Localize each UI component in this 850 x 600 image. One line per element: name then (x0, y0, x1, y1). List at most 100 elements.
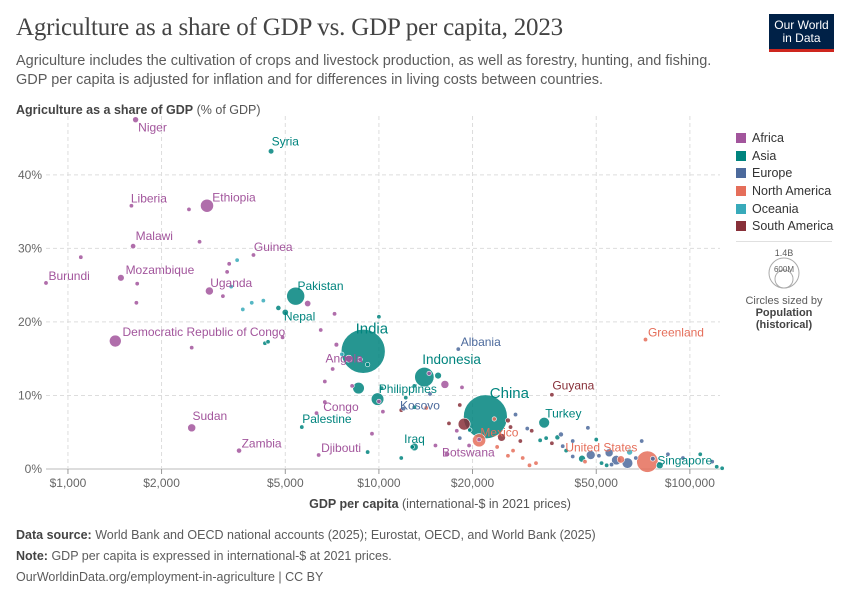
data-point (318, 327, 324, 333)
data-point (260, 298, 266, 304)
label-mozambique: Mozambique (126, 263, 195, 277)
data-point (220, 293, 226, 299)
label-greenland: Greenland (648, 326, 704, 340)
label-india: India (356, 320, 389, 337)
label-guinea: Guinea (254, 240, 293, 254)
label-angola: Angola (325, 352, 363, 366)
label-albania: Albania (461, 335, 501, 349)
data-point (714, 464, 720, 470)
x-tick-label: $10,000 (357, 476, 401, 490)
data-point (427, 391, 433, 397)
legend-label-africa: Africa (752, 130, 784, 145)
data-point (604, 448, 614, 458)
point-angola (344, 354, 353, 363)
label-sudan: Sudan (192, 409, 227, 423)
label-liberia: Liberia (131, 192, 167, 206)
data-point (599, 460, 605, 466)
point-india (340, 329, 386, 374)
size-legend-circle-small (774, 269, 794, 289)
data-point (265, 339, 271, 345)
label-malawi: Malawi (136, 229, 173, 243)
size-legend-bottom-label: 600M (774, 265, 794, 274)
point-congo (322, 399, 328, 405)
size-caption-1: Circles sized by (745, 295, 823, 307)
data-point (228, 284, 234, 290)
data-point (332, 311, 338, 317)
point-uganda (205, 286, 214, 296)
point-djibouti (316, 452, 322, 458)
point-nepal (281, 308, 289, 316)
subtitle-line-1: Agriculture includes the cultivation of … (16, 53, 712, 69)
legend-swatch-oceania (736, 203, 746, 214)
legend-item-north-america[interactable]: North America (736, 182, 833, 200)
data-point (330, 366, 336, 372)
y-tick-label: 10% (18, 388, 42, 402)
data-point (304, 300, 312, 308)
x-tick-label: $2,000 (143, 476, 180, 490)
label-turkey: Turkey (545, 407, 581, 421)
label-guyana: Guyana (552, 379, 594, 393)
y-axis-title-unit: (% of GDP) (196, 103, 261, 117)
data-point (524, 426, 530, 432)
x-axis-title-bold: GDP per capita (309, 497, 399, 511)
footer-note: Note: GDP per capita is expressed in int… (16, 549, 392, 563)
point-ethiopia (200, 198, 214, 213)
data-point (513, 412, 519, 418)
legend-item-asia[interactable]: Asia (736, 147, 833, 165)
x-axis-title: GDP per capita (international-$ in 2021 … (0, 497, 850, 511)
data-point (423, 405, 429, 411)
data-point (570, 438, 576, 444)
legend-item-europe[interactable]: Europe (736, 164, 833, 182)
data-point (497, 433, 506, 442)
point-syria (267, 148, 275, 155)
point-mozambique (117, 274, 125, 282)
data-point (409, 444, 415, 450)
data-point (339, 351, 345, 357)
label-palestine: Palestine (302, 412, 352, 426)
data-point (457, 417, 471, 431)
data-point (376, 398, 382, 404)
size-legend-circles: 1.4B 600M (768, 248, 800, 289)
legend-item-oceania[interactable]: Oceania (736, 200, 833, 218)
footer-url[interactable]: OurWorldinData.org/employment-in-agricul… (16, 570, 324, 584)
point-palestine (299, 424, 305, 430)
data-point (665, 451, 671, 457)
data-point (426, 370, 432, 376)
data-point (520, 455, 526, 461)
point-malawi (130, 243, 137, 250)
subtitle-line-2: GDP per capita is adjusted for inflation… (16, 72, 604, 88)
data-point (357, 356, 363, 362)
data-point (459, 384, 465, 390)
point-liberia (128, 203, 134, 209)
legend-item-africa[interactable]: Africa (736, 129, 833, 147)
label-syria: Syria (272, 134, 300, 148)
data-point (314, 410, 320, 416)
legend-swatch-africa (736, 132, 746, 143)
data-point (626, 448, 633, 456)
x-tick-label: $50,000 (575, 476, 619, 490)
data-point (585, 425, 591, 431)
label-botswana: Botswana (442, 445, 495, 459)
legend-label-europe: Europe (752, 166, 793, 181)
data-point (527, 462, 533, 468)
data-point (133, 300, 139, 306)
point-zambia (236, 447, 242, 454)
owid-logo[interactable]: Our World in Data (769, 14, 834, 52)
data-point (609, 462, 615, 468)
point-botswana (444, 451, 450, 457)
data-point (633, 455, 639, 461)
size-caption-2: Population (755, 307, 813, 319)
legend-label-north-america: North America (752, 183, 832, 198)
y-axis-title: Agriculture as a share of GDP (% of GDP) (16, 103, 261, 117)
data-point (604, 462, 610, 468)
label-indonesia: Indonesia (422, 352, 481, 367)
point-albania (455, 346, 461, 352)
data-point (650, 456, 656, 462)
legend-divider-1 (736, 241, 832, 242)
y-tick-label: 40% (18, 168, 42, 182)
legend-item-south-america[interactable]: South America (736, 217, 833, 235)
label-ethiopia: Ethiopia (212, 191, 256, 205)
data-point (398, 455, 404, 461)
data-point (585, 450, 596, 460)
